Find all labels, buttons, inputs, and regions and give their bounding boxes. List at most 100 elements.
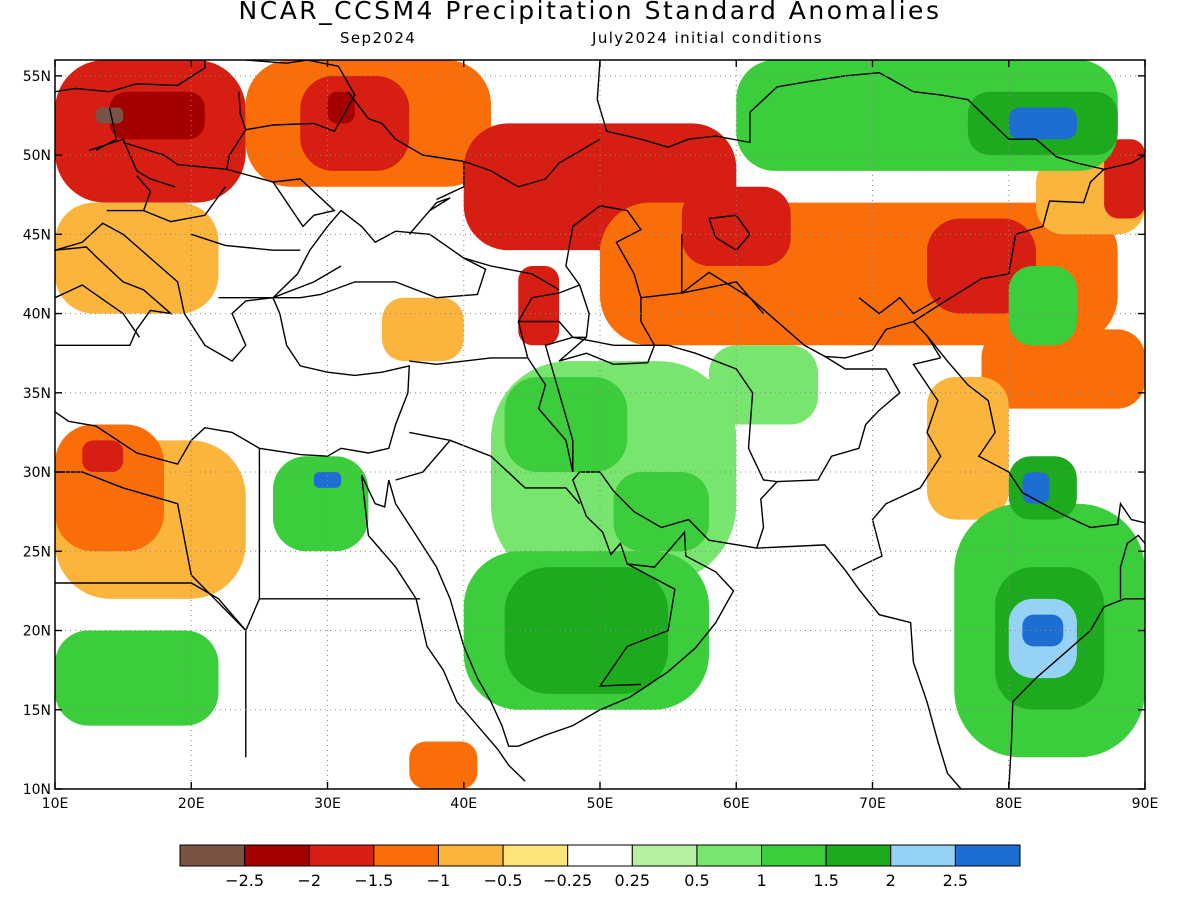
lon-tick-label: 10E [42,796,69,812]
coastline-segment [1008,598,1145,789]
coastline-segment [55,471,247,758]
coastline-segment [517,284,580,359]
coastline-segment [518,320,587,338]
colorbar-swatch [244,844,310,867]
coastline-segment [55,284,141,338]
gridlines [55,60,1145,789]
coastline-segment [238,60,356,133]
anomaly-region [82,440,124,473]
lat-tick-label: 15N [23,703,51,719]
lat-tick-label: 20N [23,624,51,640]
anomaly-region [273,456,369,552]
coastline-segment [360,474,390,508]
coastline-segment [777,355,901,483]
lat-tick-label: 25N [23,544,51,560]
coastline-segment [913,168,1105,323]
colorbar-swatch [567,844,633,867]
colorbar-label: −0.25 [543,871,592,890]
coastline-segment [88,138,176,188]
lat-tick-label: 35N [23,386,51,402]
coastline-segment [95,107,118,151]
anomaly-region [1008,266,1077,346]
colorbar-label: 1.5 [813,871,838,890]
coastline-segment [449,439,581,505]
valid-period-label: Sep2024 [340,29,417,47]
colorbar-label: −0.5 [484,871,523,890]
colorbar-label: 1 [756,871,766,890]
colorbar-swatch [179,844,246,867]
coastline-segment [558,205,656,366]
colorbar-swatch [954,844,1021,867]
coastline-segment [858,296,941,315]
lon-tick-label: 70E [859,796,886,812]
colorbar-swatch [761,844,827,867]
coastline-segment [347,91,465,201]
anomaly-region [1104,139,1145,219]
colorbar-swatch [308,844,375,867]
lat-tick-label: 10N [23,782,51,798]
anomaly-region [55,630,219,726]
coastline-segment [1119,534,1145,599]
coastline-segment [360,475,526,782]
coastline-segment [55,582,247,631]
coastline-segment [388,471,962,789]
coastline-segment [463,257,560,291]
colorbar-label: −2 [297,871,321,890]
coastline-segment [122,141,227,170]
lon-tick-label: 80E [995,796,1022,812]
coastline-segment [408,197,451,235]
colorbar-swatch [890,844,956,867]
coastline-segment [136,175,226,223]
anomaly-region [504,567,669,694]
lon-tick-label: 30E [314,796,341,812]
coastline-segment [55,60,206,93]
coastline-segment [191,233,301,251]
lat-tick-label: 45N [23,227,51,243]
anomaly-region [327,91,355,124]
colorbar-label: −2.5 [225,871,264,890]
anomaly-region [382,297,464,362]
anomaly-region [709,345,818,425]
coastline-segment [544,336,779,549]
colorbar-swatch [502,844,569,867]
coastline-segment [409,357,574,473]
colorbar-swatch [373,844,439,867]
lon-tick-label: 60E [723,796,750,812]
lat-tick-label: 40N [23,307,51,323]
coastline-segment [681,234,765,315]
lon-tick-label: 20E [178,796,205,812]
coastline-segment [55,222,411,465]
colorbar-label: 0.5 [684,871,709,890]
anomaly-fields [55,60,1145,789]
coastline-segment [463,138,601,188]
colorbar-label: −1 [427,871,451,890]
coastline-segment [225,129,336,228]
lat-tick-label: 50N [23,148,51,164]
colorbar-swatch [825,844,892,867]
anomaly-region [613,472,709,552]
coastline-segment [596,60,1105,170]
lat-tick-label: 30N [23,465,51,481]
lon-tick-label: 40E [450,796,477,812]
colorbar-label: 2 [886,871,896,890]
anomaly-region [981,329,1145,409]
lat-tick-label: 55N [23,69,51,85]
anomaly-region [313,472,342,488]
anomaly-region [518,266,560,346]
coastline-segment [708,214,751,252]
initial-conditions-label: July2024 initial conditions [592,29,823,47]
coastline-segment [598,563,676,687]
colorbar-label: 0.25 [614,871,650,890]
anomaly-region [1022,472,1050,504]
coastline-segment [272,209,487,299]
colorbar-swatch [631,844,698,867]
anomaly-region [55,202,219,314]
anomaly-region [409,741,478,789]
anomaly-region [1008,107,1077,140]
coastline-segment [218,265,342,299]
anomaly-region [681,186,791,267]
anomaly-region [300,75,410,171]
anomaly-region [95,107,124,124]
